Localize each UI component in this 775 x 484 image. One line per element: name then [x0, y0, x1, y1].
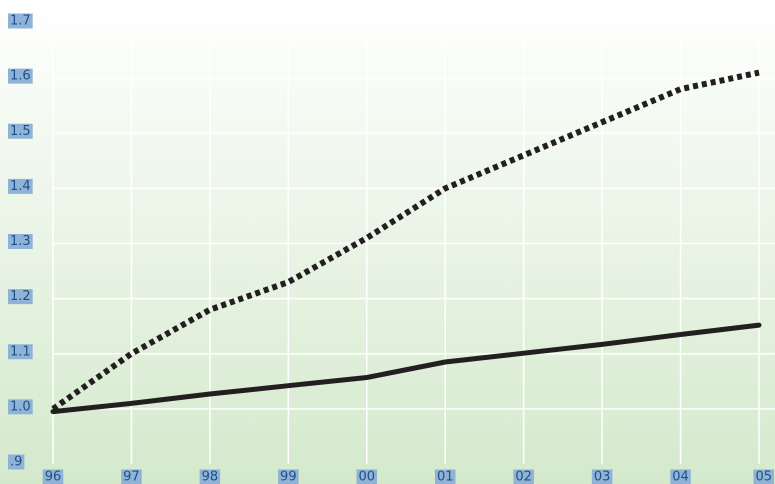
x-tick-label-96-text: 96	[45, 470, 62, 484]
y-tick-label-1p0: 1.0	[8, 399, 33, 415]
y-tick-label-1p0-background	[8, 399, 33, 415]
x-tick-label-02-background	[513, 469, 534, 484]
y-tick-label-1p4: 1.4	[8, 178, 33, 194]
y-tick-label-1p5: 1.5	[8, 123, 33, 139]
x-tick-label-01-background	[434, 469, 456, 484]
x-tick-label-03: 03	[591, 469, 613, 484]
series-line-dotted	[51, 69, 760, 412]
y-tick-label-1p2-background	[8, 289, 33, 305]
y-tick-label-1p5-text: 1.5	[10, 124, 31, 139]
x-tick-label-96-background	[42, 469, 64, 484]
y-tick-label-1p6-text: 1.6	[10, 69, 31, 84]
y-tick-label-1p4-text: 1.4	[10, 179, 31, 194]
x-tick-label-05-background	[753, 469, 774, 484]
x-tick-label-05: 05	[753, 469, 774, 484]
y-tick-label-p9-background	[8, 454, 25, 470]
y-tick-label-1p7-background	[8, 13, 33, 29]
x-tick-label-02-text: 02	[515, 470, 532, 484]
x-tick-label-98-background	[199, 469, 221, 484]
x-tick-label-01-text: 01	[437, 470, 454, 484]
y-tick-label-1p5-background	[8, 123, 33, 139]
x-tick-label-99-text: 99	[280, 470, 297, 484]
y-tick-label-1p2-text: 1.2	[10, 289, 31, 304]
x-tick-label-04-text: 04	[672, 470, 689, 484]
y-tick-label-1p7: 1.7	[8, 13, 33, 29]
x-tick-label-03-background	[591, 469, 613, 484]
x-tick-label-01: 01	[434, 469, 456, 484]
x-tick-label-97-text: 97	[123, 470, 140, 484]
series-line-solid	[50, 322, 762, 415]
grid-lines	[52, 22, 775, 464]
series-group	[50, 69, 762, 415]
x-tick-label-96: 96	[42, 469, 64, 484]
y-tick-label-1p6: 1.6	[8, 68, 33, 84]
x-tick-label-97: 97	[121, 469, 142, 484]
y-tick-label-p9-text: .9	[10, 455, 22, 470]
y-tick-label-p9: .9	[8, 454, 25, 470]
x-tick-label-99-background	[278, 469, 299, 484]
x-tick-label-99: 99	[278, 469, 299, 484]
x-tick-label-02: 02	[513, 469, 534, 484]
y-tick-label-1p3: 1.3	[8, 234, 33, 249]
x-tick-label-98: 98	[199, 469, 221, 484]
x-tick-label-00-text: 00	[359, 470, 376, 484]
y-tick-label-1p2: 1.2	[8, 289, 33, 305]
y-tick-label-1p3-background	[8, 234, 33, 249]
x-tick-label-04-background	[670, 469, 691, 484]
y-tick-label-1p0-text: 1.0	[10, 399, 31, 414]
x-tick-label-97-background	[121, 469, 142, 484]
y-tick-label-1p1-background	[8, 344, 33, 360]
y-axis-tick-labels: .9 1.0 1.1 1.2 1.3 1.4 1.5 1.6 1.7	[8, 13, 33, 470]
y-tick-label-1p3-text: 1.3	[10, 234, 31, 249]
y-tick-label-1p1-text: 1.1	[10, 344, 31, 359]
x-tick-label-00: 00	[356, 469, 378, 484]
x-tick-label-05-text: 05	[755, 470, 772, 484]
y-tick-label-1p7-text: 1.7	[10, 14, 31, 29]
x-tick-label-00-background	[356, 469, 378, 484]
x-tick-label-03-text: 03	[594, 470, 611, 484]
y-tick-label-1p1: 1.1	[8, 344, 33, 360]
y-tick-label-1p6-background	[8, 68, 33, 84]
x-tick-label-04: 04	[670, 469, 691, 484]
y-tick-label-1p4-background	[8, 178, 33, 194]
x-axis-tick-labels: 96 97 98 99 00 01 02 03 04 05	[42, 469, 774, 484]
x-tick-label-98-text: 98	[202, 470, 219, 484]
